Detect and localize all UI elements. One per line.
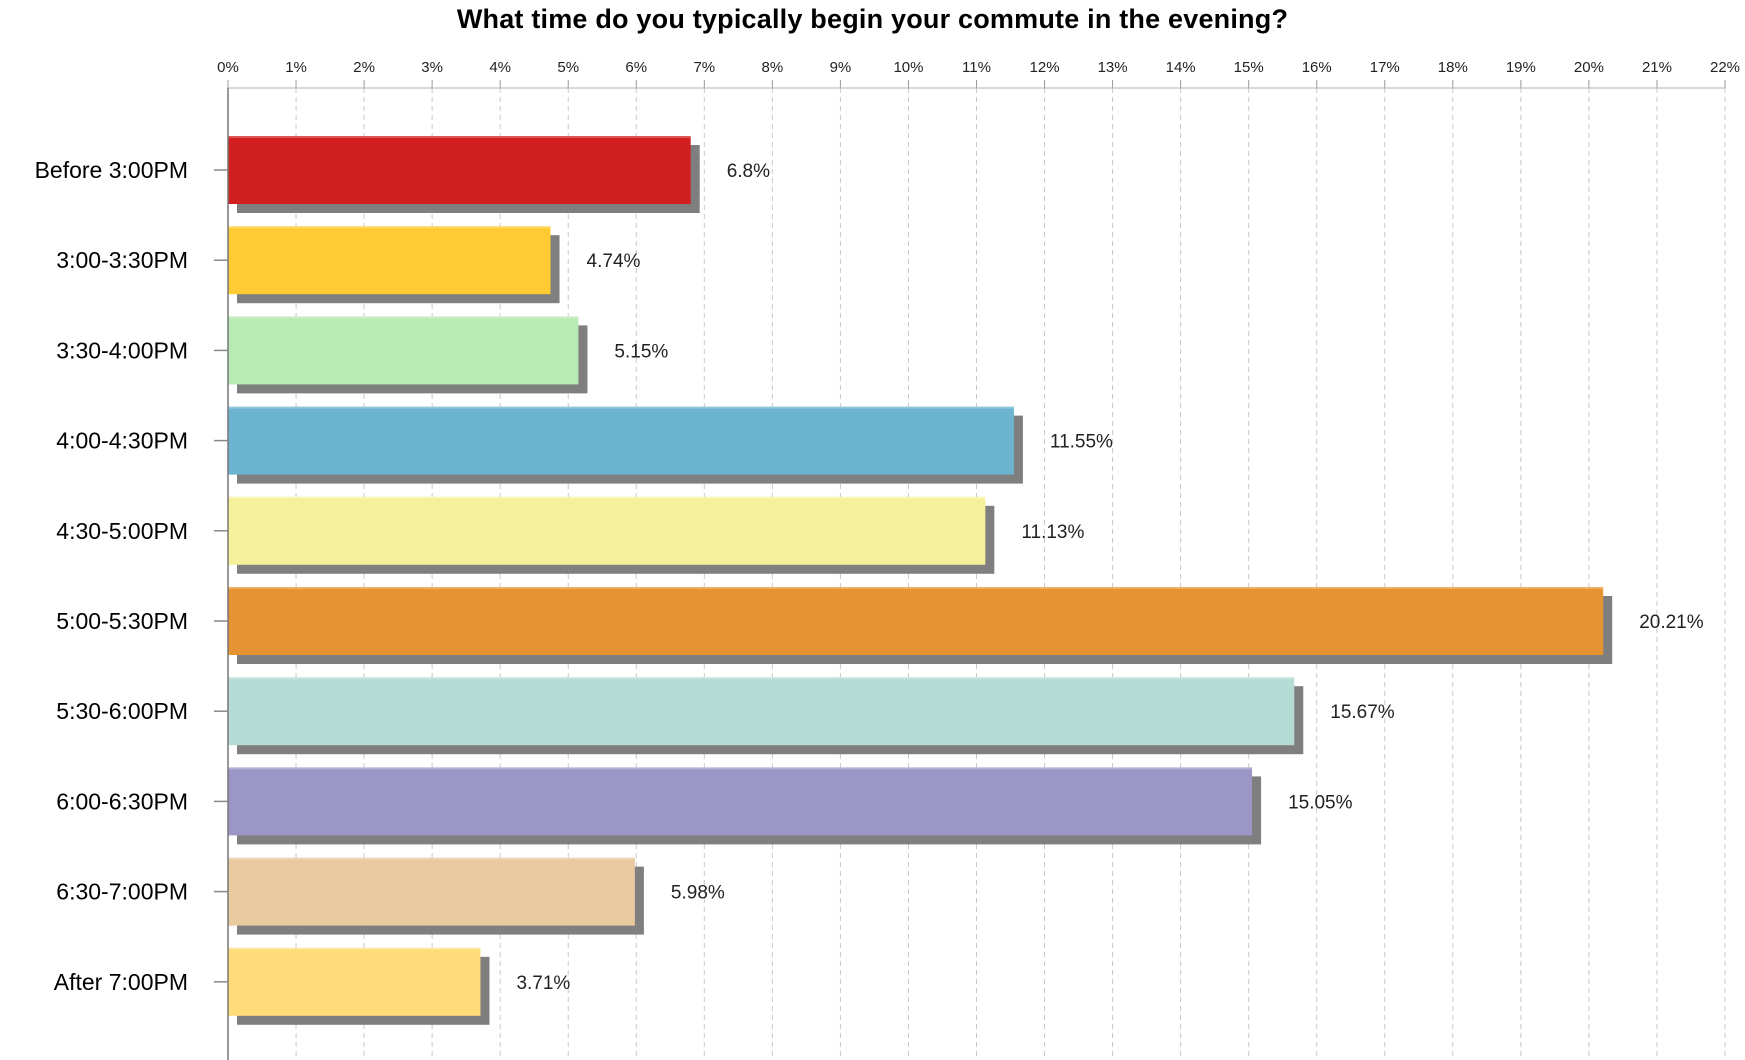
x-tick-label: 8% bbox=[762, 59, 784, 76]
chart-title: What time do you typically begin your co… bbox=[456, 4, 1289, 34]
value-label: 5.15% bbox=[614, 341, 668, 362]
value-labels: 6.8% 4.74% 5.15% 11.55% 11.13% 20.21% 15.67% 15… bbox=[516, 161, 1703, 994]
category-label: 5:30-6:00PM bbox=[56, 698, 188, 724]
bar bbox=[228, 587, 1604, 655]
x-axis-ticks: 0% 1% 2% 3% 4% 5% 6% 7% 8% 9% 10% 11% 12% 13% 14% 15% 16… bbox=[217, 59, 1740, 88]
bar bbox=[228, 857, 635, 926]
x-tick-label: 9% bbox=[830, 59, 852, 76]
bar-highlight bbox=[228, 947, 481, 950]
value-label: 11.55% bbox=[1050, 432, 1113, 453]
x-tick-label: 17% bbox=[1370, 59, 1400, 76]
bar-highlight bbox=[228, 857, 635, 860]
category-label: 3:00-3:30PM bbox=[56, 247, 188, 273]
category-label: 3:30-4:00PM bbox=[56, 337, 188, 363]
x-tick-label: 3% bbox=[421, 59, 443, 76]
bar-highlight bbox=[228, 677, 1295, 680]
category-label: 6:00-6:30PM bbox=[56, 788, 188, 814]
category-label: 5:00-5:30PM bbox=[56, 608, 188, 634]
x-tick-label: 13% bbox=[1098, 59, 1128, 76]
x-tick-label: 22% bbox=[1710, 59, 1740, 76]
bar bbox=[228, 767, 1253, 836]
value-label: 3.71% bbox=[516, 973, 570, 994]
value-label: 20.21% bbox=[1639, 612, 1704, 633]
x-tick-label: 18% bbox=[1438, 59, 1468, 76]
bar-highlight bbox=[228, 226, 551, 229]
x-tick-label: 2% bbox=[353, 59, 375, 76]
bar bbox=[228, 136, 691, 204]
category-label: 6:30-7:00PM bbox=[56, 879, 188, 905]
bar-highlight bbox=[228, 767, 1253, 770]
value-label: 4.74% bbox=[587, 251, 641, 272]
value-label: 15.67% bbox=[1330, 702, 1395, 723]
bar-highlight bbox=[228, 136, 691, 138]
x-tick-label: 1% bbox=[285, 59, 307, 76]
category-labels: Before 3:00PM 3:00-3:30PM 3:30-4:00PM 4:00-… bbox=[35, 157, 188, 995]
value-label: 15.05% bbox=[1288, 792, 1353, 813]
x-tick-label: 16% bbox=[1302, 59, 1332, 76]
x-tick-label: 14% bbox=[1166, 59, 1196, 76]
x-tick-label: 7% bbox=[693, 59, 715, 76]
x-tick-label: 12% bbox=[1030, 59, 1060, 76]
value-label: 11.13% bbox=[1021, 522, 1084, 543]
bar-highlight bbox=[228, 406, 1014, 409]
bar bbox=[228, 496, 986, 565]
x-tick-label: 6% bbox=[625, 59, 647, 76]
category-label: 4:30-5:00PM bbox=[56, 518, 188, 544]
category-label: 4:00-4:30PM bbox=[56, 428, 188, 454]
bar-highlight bbox=[228, 316, 579, 319]
bar bbox=[228, 316, 579, 385]
x-tick-label: 11% bbox=[962, 59, 991, 76]
x-tick-label: 21% bbox=[1642, 59, 1672, 76]
bar bbox=[228, 226, 551, 295]
bar bbox=[228, 677, 1295, 746]
bar-highlight bbox=[228, 587, 1604, 589]
category-label: After 7:00PM bbox=[54, 969, 188, 995]
x-tick-label: 10% bbox=[893, 59, 923, 76]
x-tick-label: 4% bbox=[489, 59, 511, 76]
x-tick-label: 5% bbox=[557, 59, 579, 76]
x-tick-label: 0% bbox=[217, 59, 239, 76]
value-label: 5.98% bbox=[671, 883, 725, 904]
bar-highlight bbox=[228, 496, 986, 499]
bar bbox=[228, 406, 1014, 475]
bar bbox=[228, 947, 481, 1016]
value-label: 6.8% bbox=[727, 161, 770, 182]
bars bbox=[228, 136, 1613, 1025]
axes bbox=[214, 87, 1725, 1060]
x-tick-label: 19% bbox=[1506, 59, 1536, 76]
x-tick-label: 15% bbox=[1234, 59, 1264, 76]
x-tick-label: 20% bbox=[1574, 59, 1604, 76]
category-label: Before 3:00PM bbox=[35, 157, 188, 183]
